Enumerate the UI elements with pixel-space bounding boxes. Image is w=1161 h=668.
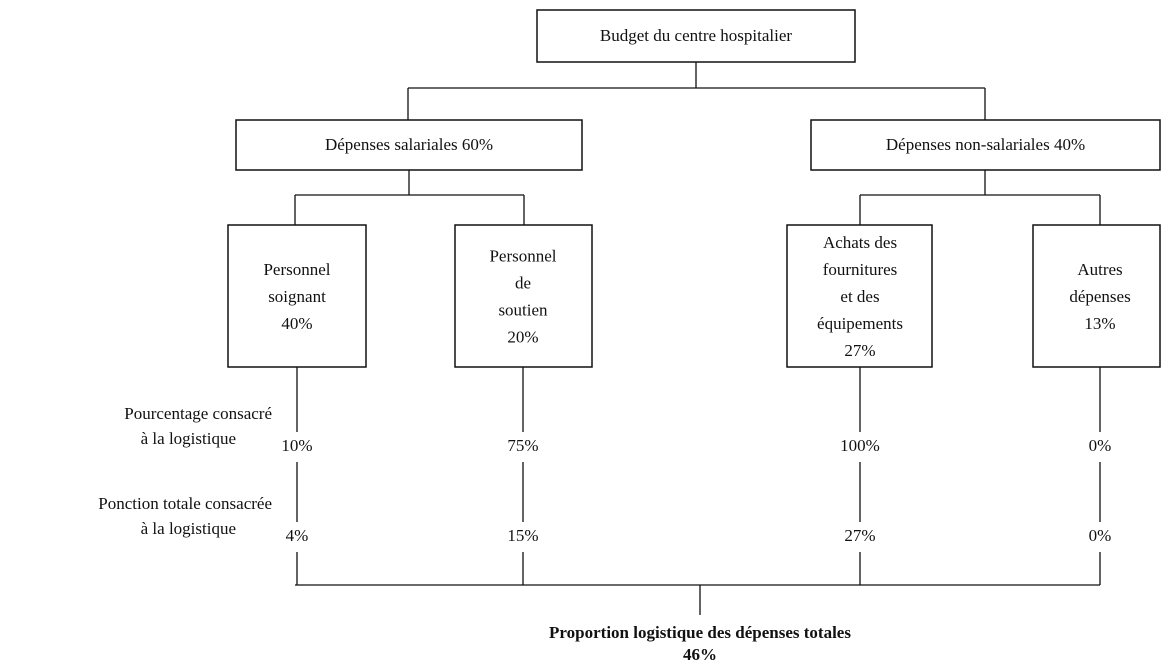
- row-value: 0%: [1089, 526, 1112, 545]
- branch-box: [235, 119, 583, 171]
- row-value: 100%: [840, 436, 880, 455]
- row-value: 0%: [1089, 436, 1112, 455]
- leaf-label: Personnel: [489, 246, 556, 265]
- row-value: 27%: [844, 526, 875, 545]
- leaf-box: [1032, 224, 1161, 368]
- leaf-label: 13%: [1084, 314, 1115, 333]
- row-value: 4%: [286, 526, 309, 545]
- leaf-label: soignant: [268, 287, 326, 306]
- row-value: 75%: [507, 436, 538, 455]
- leaf-box: [786, 224, 933, 368]
- row-label: à la logistique: [141, 429, 236, 448]
- leaf-label: de: [515, 273, 531, 292]
- branch-label: Dépenses non-salariales 40%: [886, 135, 1085, 154]
- leaf-label: fournitures: [823, 260, 898, 279]
- leaf-label: 27%: [844, 341, 875, 360]
- leaf-label: 20%: [507, 327, 538, 346]
- leaf-label: 40%: [281, 314, 312, 333]
- leaf-label: et des: [840, 287, 879, 306]
- total-label: Proportion logistique des dépenses total…: [549, 623, 851, 642]
- leaf-label: Autres: [1077, 260, 1122, 279]
- leaf-label: Achats des: [823, 233, 897, 252]
- root-box: [536, 9, 856, 63]
- row-value: 15%: [507, 526, 538, 545]
- connectors: [294, 62, 1101, 615]
- branch-box: [810, 119, 1161, 171]
- row-label: Pourcentage consacré: [124, 404, 272, 423]
- leaf-box: [227, 224, 367, 368]
- row-value: 10%: [281, 436, 312, 455]
- root-label: Budget du centre hospitalier: [600, 26, 792, 45]
- leaf-label: soutien: [498, 300, 548, 319]
- leaf-box: [454, 224, 593, 368]
- leaf-label: équipements: [817, 314, 903, 333]
- total-value: 46%: [683, 645, 717, 664]
- branch-label: Dépenses salariales 60%: [325, 135, 493, 154]
- leaf-label: dépenses: [1069, 287, 1130, 306]
- leaf-label: Personnel: [263, 260, 330, 279]
- row-label: à la logistique: [141, 519, 236, 538]
- row-label: Ponction totale consacrée: [98, 494, 272, 513]
